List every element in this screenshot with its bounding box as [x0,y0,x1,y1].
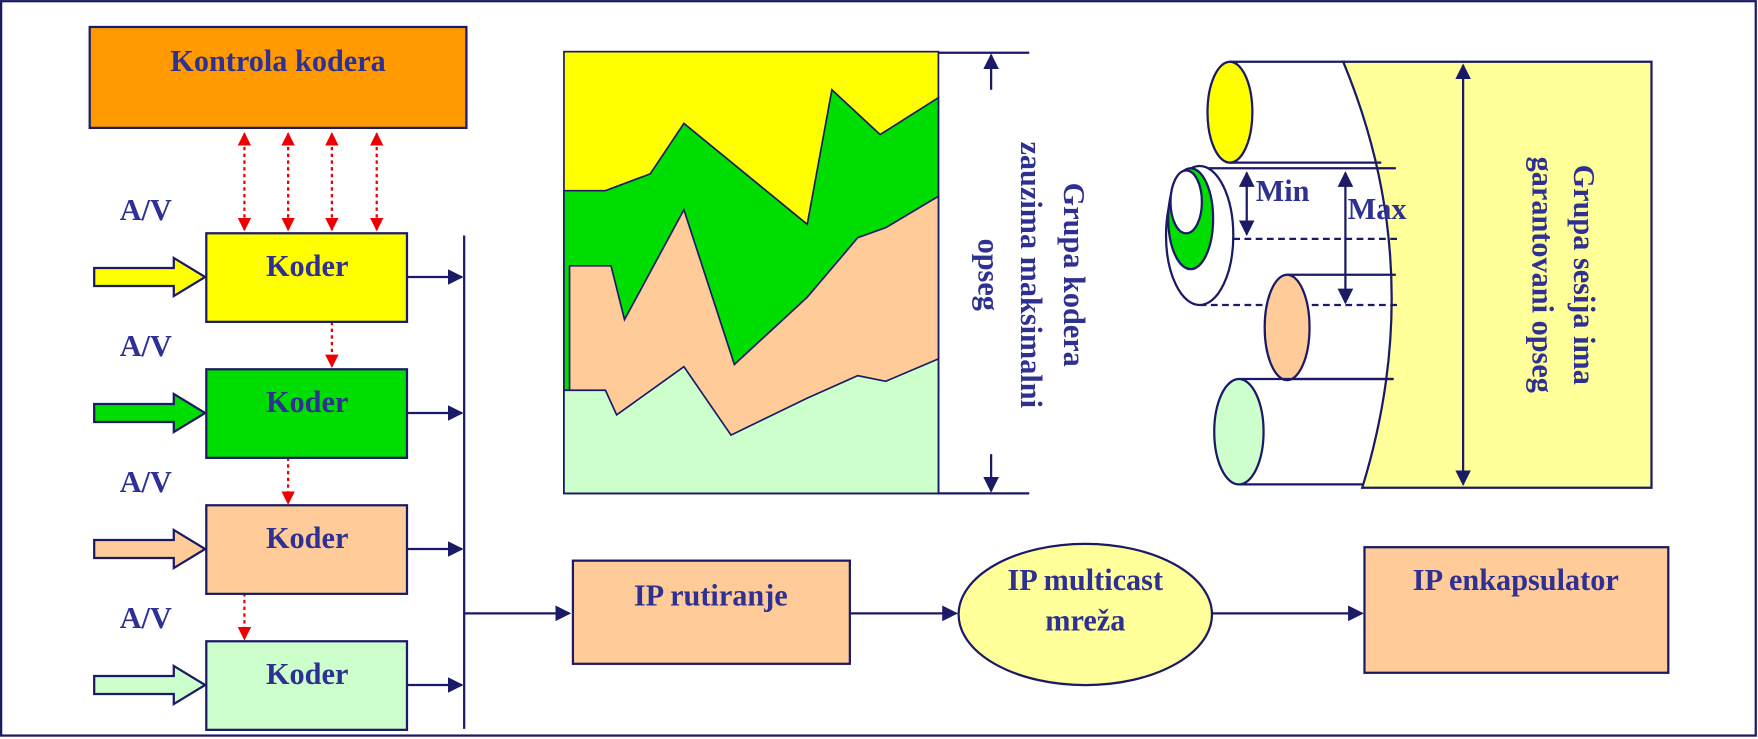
input-arrow [94,258,205,296]
input-arrow [94,394,205,432]
encoder-label: Koder [266,385,348,419]
session-group-note: Grupa sesija ima [1567,165,1601,385]
encoder-group-note: zauzima maksimalni [1014,142,1048,409]
input-label: A/V [120,193,172,227]
encoder-label: Koder [266,657,348,691]
input-label: A/V [120,329,172,363]
input-arrow [94,666,205,704]
session-group-note: garantovani opseg [1525,157,1559,393]
encoder-group-note: Grupa kodera [1057,183,1091,367]
encoders: A/V Koder A/V Koder A/V Koder A/V Koder [94,193,462,730]
multicast-label: IP multicast [1008,563,1164,597]
encapsulator-label: IP enkapsulator [1413,563,1619,597]
routing-label: IP rutiranje [634,579,788,613]
control-label: Kontrola kodera [170,44,386,78]
min-label: Min [1256,174,1310,208]
encoder-label: Koder [266,249,348,283]
multicast-label: mreža [1045,603,1125,637]
input-label: A/V [120,465,172,499]
input-arrow [94,530,205,568]
bandwidth-illustration [564,52,1029,494]
encoder-group-note: opseg [972,239,1006,311]
diagram: Kontrola kodera A/V Koder A/V Koder A/V Koder… [0,0,1758,739]
max-label: Max [1348,192,1407,226]
encoder-label: Koder [266,521,348,555]
input-label: A/V [120,601,172,635]
